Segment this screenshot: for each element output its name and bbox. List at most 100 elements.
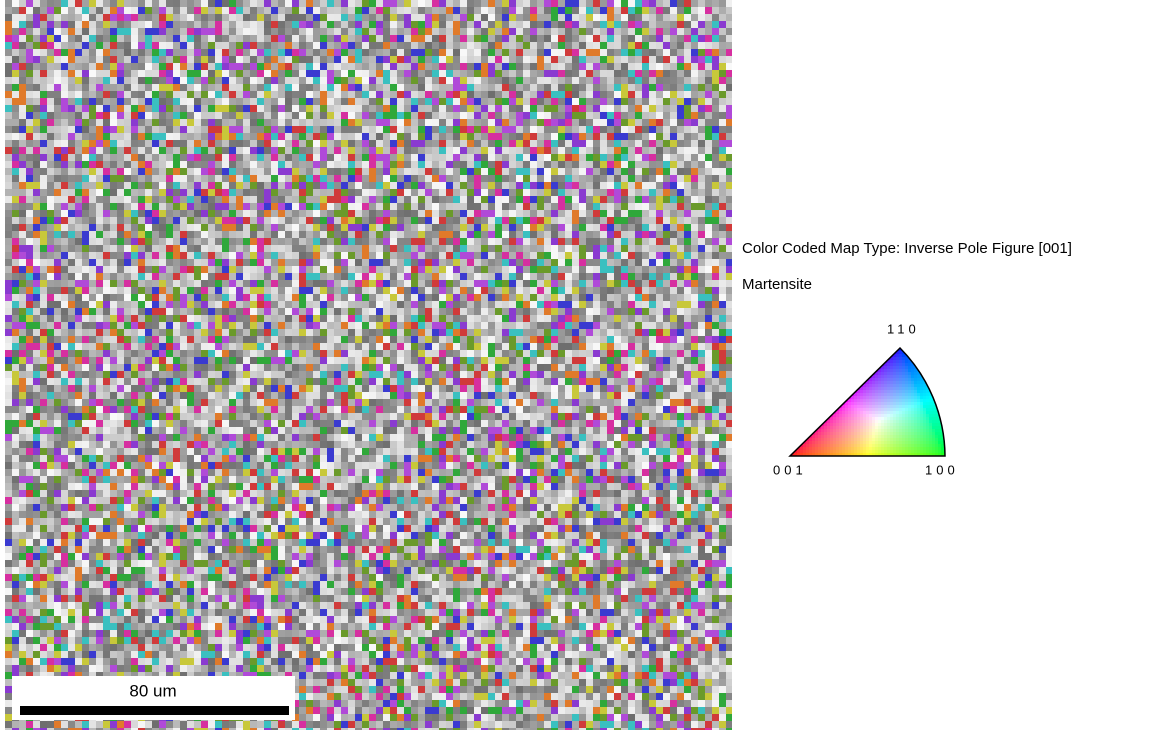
map-pixel [628,217,635,224]
map-pixel [411,329,418,336]
map-pixel [12,140,19,147]
map-pixel [425,294,432,301]
map-pixel [131,119,138,126]
map-pixel [271,175,278,182]
map-pixel [348,301,355,308]
map-pixel [19,91,26,98]
map-pixel [26,133,33,140]
map-pixel [397,168,404,175]
map-pixel [446,196,453,203]
map-pixel [96,84,103,91]
map-pixel [327,70,334,77]
map-pixel [516,189,523,196]
map-pixel [208,77,215,84]
map-pixel [530,91,537,98]
map-pixel [152,238,159,245]
map-pixel [271,189,278,196]
map-pixel [362,112,369,119]
map-pixel [404,315,411,322]
map-pixel [110,231,117,238]
map-pixel [383,140,390,147]
map-pixel [243,182,250,189]
map-pixel [726,42,732,49]
map-pixel [110,266,117,273]
map-pixel [446,49,453,56]
map-pixel [677,182,684,189]
map-pixel [537,322,544,329]
map-pixel [264,308,271,315]
map-pixel [131,147,138,154]
map-pixel [698,217,705,224]
map-pixel [124,126,131,133]
map-pixel [313,14,320,21]
map-pixel [516,210,523,217]
map-pixel [320,91,327,98]
map-pixel [278,7,285,14]
map-pixel [397,161,404,168]
map-pixel [390,301,397,308]
map-pixel [313,287,320,294]
map-pixel [236,245,243,252]
map-pixel [439,280,446,287]
map-pixel [663,77,670,84]
map-pixel [54,252,61,259]
map-pixel [33,112,40,119]
map-pixel [208,133,215,140]
map-pixel [47,154,54,161]
map-pixel [264,182,271,189]
map-pixel [495,56,502,63]
map-pixel [460,301,467,308]
map-pixel [68,294,75,301]
map-pixel [418,231,425,238]
map-pixel [397,182,404,189]
map-pixel [40,231,47,238]
map-pixel [558,77,565,84]
map-pixel [621,105,628,112]
map-pixel [180,168,187,175]
map-pixel [341,91,348,98]
map-pixel [488,322,495,329]
map-pixel [439,126,446,133]
map-pixel [586,301,593,308]
map-pixel [320,294,327,301]
map-pixel [635,175,642,182]
map-pixel [537,182,544,189]
map-pixel [558,147,565,154]
map-pixel [418,224,425,231]
map-pixel [334,70,341,77]
map-pixel [509,98,516,105]
map-pixel [299,161,306,168]
map-pixel [670,252,677,259]
map-pixel [614,105,621,112]
map-pixel [292,168,299,175]
map-pixel [166,63,173,70]
map-pixel [152,56,159,63]
map-pixel [523,112,530,119]
map-pixel [362,252,369,259]
map-pixel [460,0,467,7]
map-pixel [418,315,425,322]
map-pixel [292,245,299,252]
map-pixel [19,133,26,140]
map-pixel [502,147,509,154]
map-pixel [68,147,75,154]
map-pixel [656,315,663,322]
map-pixel [397,105,404,112]
map-pixel [159,273,166,280]
map-pixel [96,182,103,189]
map-pixel [698,28,705,35]
map-pixel [236,105,243,112]
map-pixel [691,49,698,56]
map-pixel [19,315,26,322]
map-pixel [684,182,691,189]
map-pixel [26,245,33,252]
map-pixel [390,56,397,63]
map-pixel [446,42,453,49]
map-pixel [572,210,579,217]
map-pixel [404,70,411,77]
map-pixel [117,168,124,175]
map-pixel [621,133,628,140]
map-pixel [404,301,411,308]
map-pixel [649,77,656,84]
map-pixel [537,231,544,238]
